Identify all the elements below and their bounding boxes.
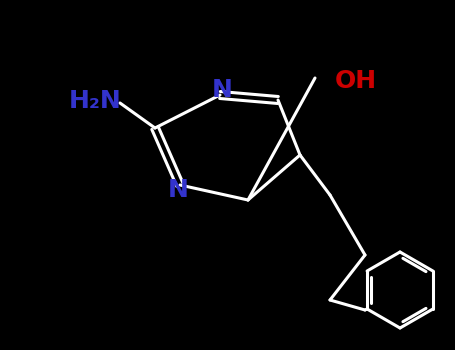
Text: N: N xyxy=(167,178,188,202)
Text: N: N xyxy=(212,78,233,102)
Text: OH: OH xyxy=(335,69,377,93)
Text: H₂N: H₂N xyxy=(69,89,121,113)
